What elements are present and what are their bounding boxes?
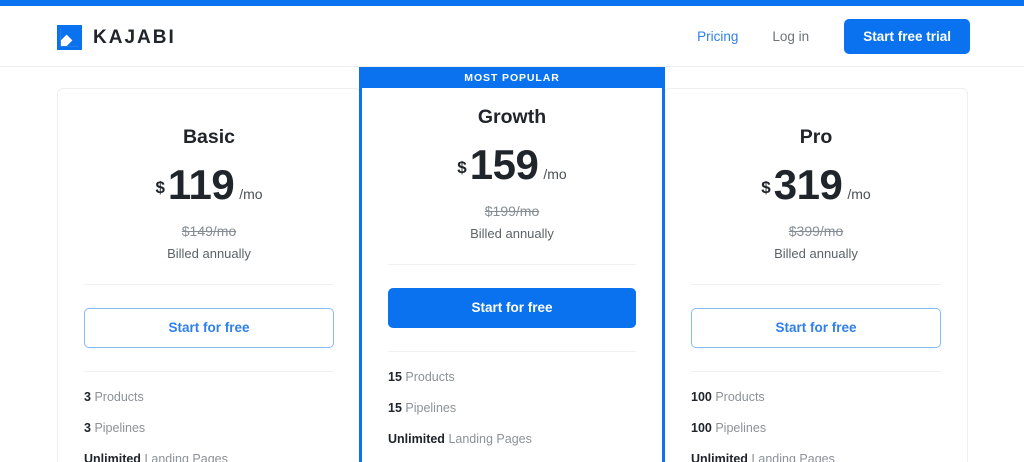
divider <box>388 264 636 265</box>
plan-price: $ 119 /mo <box>84 164 334 206</box>
feature-label: Products <box>715 389 765 404</box>
list-item: 15 Products <box>388 370 636 385</box>
price-amount: 159 <box>469 141 539 188</box>
brand-name: KAJABI <box>93 27 176 48</box>
list-item: 100 Products <box>691 390 941 405</box>
plan-old-price: $199/mo <box>484 203 540 219</box>
price-currency: $ <box>457 158 467 177</box>
list-item: Unlimited Landing Pages <box>691 452 941 462</box>
plan-card-basic[interactable]: Basic $ 119 /mo $149/mo Billed annually … <box>57 88 361 462</box>
plan-billing-note: Billed annually <box>470 226 554 241</box>
divider <box>84 284 334 285</box>
feature-value: Unlimited <box>691 451 748 462</box>
plan-name: Growth <box>477 106 547 128</box>
price-amount: 119 <box>167 161 235 208</box>
list-item: 100 Pipelines <box>691 421 941 436</box>
feature-label: Pipelines <box>405 400 457 415</box>
plan-price: $ 159 /mo <box>388 144 636 186</box>
feature-label: Pipelines <box>94 420 146 435</box>
price-period: /mo <box>847 186 871 202</box>
feature-value: 3 <box>84 420 91 435</box>
feature-value: 100 <box>691 389 712 404</box>
feature-value: 15 <box>388 400 402 415</box>
feature-value: 3 <box>84 389 91 404</box>
feature-value: 100 <box>691 420 712 435</box>
main-nav: Pricing Log in Start free trial <box>680 6 970 67</box>
price-currency: $ <box>155 178 165 197</box>
site-header: KAJABI Pricing Log in Start free trial <box>0 6 1024 67</box>
price-currency: $ <box>761 178 771 197</box>
feature-value: Unlimited <box>84 451 141 462</box>
top-accent-bar <box>0 0 1024 6</box>
plan-billing-note: Billed annually <box>774 246 858 261</box>
plan-old-price: $399/mo <box>788 223 844 239</box>
feature-label: Pipelines <box>715 420 767 435</box>
nav-link-pricing[interactable]: Pricing <box>697 28 739 44</box>
divider <box>84 370 334 372</box>
price-amount: 319 <box>773 161 843 208</box>
nav-link-login[interactable]: Log in <box>772 28 810 44</box>
divider <box>691 370 941 372</box>
divider <box>691 284 941 285</box>
plan-name: Basic <box>182 126 236 148</box>
start-for-free-button[interactable]: Start for free <box>84 308 334 348</box>
kajabi-logo-icon <box>57 25 82 50</box>
feature-label: Products <box>405 369 455 384</box>
price-period: /mo <box>543 166 567 182</box>
feature-value: 15 <box>388 369 402 384</box>
price-period: /mo <box>239 186 263 202</box>
plan-feature-list: 100 Products 100 Pipelines Unlimited Lan… <box>691 390 941 462</box>
start-for-free-button[interactable]: Start for free <box>388 288 636 328</box>
list-item: Unlimited Landing Pages <box>388 432 636 447</box>
feature-label: Landing Pages <box>144 451 228 462</box>
list-item: 3 Pipelines <box>84 421 334 436</box>
start-for-free-button[interactable]: Start for free <box>691 308 941 348</box>
feature-label: Landing Pages <box>751 451 835 462</box>
most-popular-badge: MOST POPULAR <box>359 67 665 88</box>
plan-price: $ 319 /mo <box>691 164 941 206</box>
plan-billing-note: Billed annually <box>167 246 251 261</box>
plan-feature-list: 3 Products 3 Pipelines Unlimited Landing… <box>84 390 334 462</box>
feature-label: Landing Pages <box>448 431 532 446</box>
feature-label: Products <box>94 389 144 404</box>
plan-card-pro[interactable]: Pro $ 319 /mo $399/mo Billed annually St… <box>664 88 968 462</box>
brand-logo[interactable]: KAJABI <box>57 25 176 50</box>
plan-name: Pro <box>799 126 833 148</box>
plan-card-growth[interactable]: Growth $ 159 /mo $199/mo Billed annually… <box>359 67 665 462</box>
pricing-plans: Basic $ 119 /mo $149/mo Billed annually … <box>0 67 1024 462</box>
feature-value: Unlimited <box>388 431 445 446</box>
plan-old-price: $149/mo <box>181 223 237 239</box>
plan-feature-list: 15 Products 15 Pipelines Unlimited Landi… <box>388 370 636 462</box>
list-item: Unlimited Landing Pages <box>84 452 334 462</box>
start-free-trial-button[interactable]: Start free trial <box>844 18 970 55</box>
list-item: 15 Pipelines <box>388 401 636 416</box>
list-item: 3 Products <box>84 390 334 405</box>
divider <box>388 350 636 352</box>
